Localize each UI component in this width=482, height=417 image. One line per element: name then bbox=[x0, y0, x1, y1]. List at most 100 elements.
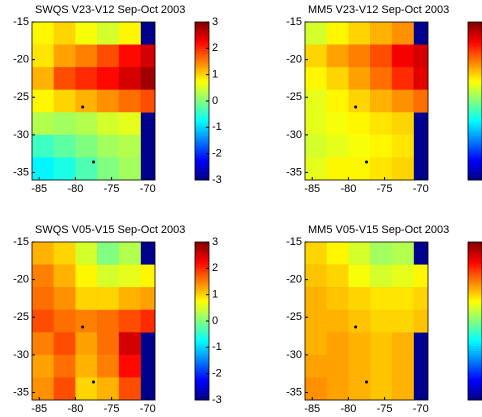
y-tick-label: -35 bbox=[13, 386, 29, 398]
colorbar-strip bbox=[195, 68, 209, 72]
colorbar-strip bbox=[195, 288, 209, 292]
colorbar-frame bbox=[467, 241, 482, 401]
y-tick-label: -15 bbox=[13, 236, 29, 248]
heat-cell bbox=[118, 112, 141, 136]
colorbar-strip bbox=[468, 254, 482, 258]
heat-cell bbox=[118, 157, 141, 181]
colorbar-strip bbox=[195, 269, 209, 272]
colorbar-strip bbox=[195, 316, 209, 319]
colorbar-strip bbox=[468, 46, 482, 50]
heat-cell bbox=[118, 134, 141, 158]
colorbar-tick-label: -3 bbox=[212, 174, 222, 186]
colorbar-strip bbox=[468, 78, 482, 82]
colorbar-strip bbox=[468, 390, 482, 393]
heat-cell bbox=[97, 332, 120, 356]
x-tick-label: -80 bbox=[340, 403, 356, 415]
heat-cell bbox=[348, 309, 371, 333]
colorbar-strip bbox=[195, 103, 209, 107]
x-tick-label: -70 bbox=[140, 183, 156, 195]
heat-cell bbox=[32, 44, 55, 68]
heat-cell bbox=[118, 287, 141, 311]
heat-cell bbox=[75, 287, 98, 311]
y-tick-label: -15 bbox=[13, 16, 29, 28]
colorbar-strip bbox=[195, 286, 209, 290]
colorbar-strip bbox=[195, 123, 209, 126]
heat-cell bbox=[75, 112, 98, 136]
colorbar-strip bbox=[468, 321, 482, 324]
colorbar-strip bbox=[195, 350, 209, 354]
colorbar-strip bbox=[468, 271, 482, 275]
heat-cell bbox=[370, 354, 393, 378]
x-tick-label: -85 bbox=[31, 183, 47, 195]
colorbar-strip bbox=[195, 261, 209, 265]
y-tick-label: -30 bbox=[13, 129, 29, 141]
colorbar-strip bbox=[468, 147, 482, 151]
colorbar-strip bbox=[468, 172, 482, 176]
colorbar-strip bbox=[195, 306, 209, 309]
x-tick-label: -80 bbox=[340, 183, 356, 195]
colorbar-strip bbox=[468, 167, 482, 171]
colorbar-strip bbox=[195, 395, 209, 398]
heat-cell bbox=[53, 44, 76, 68]
colorbar-strip bbox=[468, 397, 482, 401]
station-point bbox=[81, 105, 85, 109]
heat-cell bbox=[305, 242, 328, 265]
colorbar-strip bbox=[195, 382, 209, 386]
colorbar-strip bbox=[468, 377, 482, 381]
colorbar-strip bbox=[468, 283, 482, 287]
colorbar-strip bbox=[195, 348, 209, 351]
heat-cell bbox=[53, 377, 76, 401]
colorbar-strip bbox=[195, 165, 209, 168]
y-tick-label: -35 bbox=[286, 386, 302, 398]
heat-cell bbox=[370, 264, 393, 288]
heat-cell bbox=[370, 287, 393, 311]
heat-cell bbox=[348, 377, 371, 401]
colorbar-strip bbox=[195, 293, 209, 297]
heat-cell bbox=[75, 242, 98, 265]
colorbar-strip bbox=[195, 172, 209, 176]
heat-cell bbox=[32, 377, 55, 401]
heat-cell bbox=[326, 134, 349, 158]
heat-cell bbox=[97, 377, 120, 401]
colorbar-tick-label: -1 bbox=[212, 121, 222, 133]
heat-cell bbox=[53, 354, 76, 378]
colorbar-strip bbox=[195, 86, 209, 89]
station-point bbox=[81, 325, 85, 329]
colorbar-strip bbox=[195, 311, 209, 314]
colorbar-strip bbox=[195, 135, 209, 139]
colorbar-strip bbox=[468, 338, 482, 342]
heat-cell bbox=[118, 332, 141, 356]
heat-cell bbox=[370, 157, 393, 181]
heat-cell bbox=[75, 44, 98, 68]
colorbar-strip bbox=[468, 83, 482, 87]
colorbar-strip bbox=[468, 301, 482, 305]
heat-cell bbox=[97, 242, 120, 265]
x-tick-label: -85 bbox=[304, 403, 320, 415]
heat-cell bbox=[32, 264, 55, 288]
colorbar-strip bbox=[468, 358, 482, 361]
heat-cell bbox=[348, 44, 371, 68]
heat-cell bbox=[75, 89, 98, 113]
axes-frame bbox=[31, 21, 156, 181]
heat-cell bbox=[75, 67, 98, 91]
heat-cell bbox=[32, 287, 55, 311]
colorbar-strip bbox=[468, 152, 482, 156]
heat-cell bbox=[391, 354, 414, 378]
heat-cell bbox=[305, 309, 328, 333]
colorbar-strip bbox=[468, 31, 482, 35]
heat-cell bbox=[305, 264, 328, 288]
colorbar-strip bbox=[195, 98, 209, 102]
heat-cell bbox=[305, 157, 328, 181]
colorbar-strip bbox=[195, 170, 209, 173]
colorbar-strip bbox=[195, 271, 209, 275]
heat-cell bbox=[326, 264, 349, 288]
heat-cell bbox=[305, 354, 328, 378]
colorbar-strip bbox=[468, 276, 482, 280]
heat-cell bbox=[348, 354, 371, 378]
heat-cell bbox=[326, 44, 349, 68]
y-tick-label: -30 bbox=[13, 349, 29, 361]
y-tick-label: -35 bbox=[13, 166, 29, 178]
colorbar-strip bbox=[468, 135, 482, 139]
x-tick-label: -70 bbox=[413, 403, 429, 415]
colorbar-strip bbox=[195, 51, 209, 55]
